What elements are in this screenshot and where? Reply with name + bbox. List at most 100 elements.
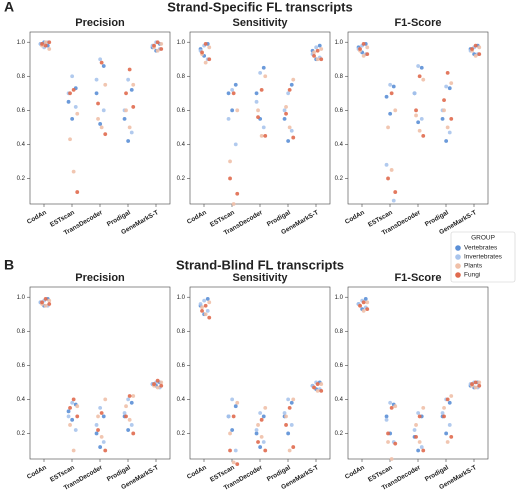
point <box>131 82 136 87</box>
point <box>291 135 296 140</box>
point <box>421 406 426 410</box>
point <box>440 116 445 121</box>
point <box>284 414 288 419</box>
point <box>389 457 394 461</box>
point <box>43 303 48 308</box>
point <box>96 428 100 432</box>
point <box>421 448 426 453</box>
point <box>419 445 424 449</box>
point <box>70 400 75 405</box>
point <box>258 70 263 75</box>
point <box>256 423 260 427</box>
y-tick-label: 0.8 <box>335 74 344 80</box>
point <box>447 400 452 405</box>
point <box>256 115 260 120</box>
point <box>155 385 160 390</box>
point <box>73 428 78 432</box>
plot-frame <box>347 286 489 460</box>
point <box>94 431 99 436</box>
point <box>386 440 390 444</box>
point <box>445 70 450 75</box>
legend-label: Invertebrates <box>464 254 503 261</box>
point <box>389 168 394 172</box>
point <box>445 397 450 402</box>
point <box>414 434 418 439</box>
point <box>445 125 450 130</box>
point <box>363 297 368 301</box>
point <box>393 190 398 194</box>
point <box>99 434 104 439</box>
point <box>99 125 104 130</box>
point <box>315 57 320 62</box>
point <box>473 380 478 385</box>
point <box>96 101 100 106</box>
legend-label: Plants <box>464 263 483 270</box>
point <box>68 91 72 96</box>
point <box>449 116 454 121</box>
point <box>98 122 103 126</box>
point <box>159 42 164 46</box>
point <box>312 50 316 55</box>
point <box>421 77 426 82</box>
point <box>286 91 291 96</box>
point <box>66 409 71 414</box>
point <box>43 43 48 48</box>
point <box>393 108 398 113</box>
point <box>470 47 474 51</box>
point <box>98 57 103 62</box>
y-tick-label: 0.2 <box>335 176 344 182</box>
legend-swatch <box>455 245 461 251</box>
point <box>449 394 454 398</box>
point <box>231 91 236 96</box>
point <box>254 99 259 104</box>
point <box>71 169 76 174</box>
point <box>319 57 324 62</box>
y-tick-label: 0.8 <box>335 329 344 335</box>
point <box>127 417 132 422</box>
point <box>263 406 268 410</box>
y-tick-label: 0.8 <box>177 74 186 80</box>
point <box>289 400 294 405</box>
point <box>198 302 203 306</box>
point <box>70 417 75 422</box>
point <box>98 406 103 410</box>
point <box>231 460 236 465</box>
y-tick-label: 0.4 <box>177 397 186 403</box>
point <box>207 300 212 305</box>
point <box>319 388 324 393</box>
point <box>207 57 212 62</box>
point <box>75 190 80 194</box>
plot-frame <box>189 286 331 460</box>
point <box>261 65 266 70</box>
y-tick-label: 0.8 <box>177 329 186 335</box>
point <box>442 108 446 113</box>
point <box>384 417 389 422</box>
point <box>131 394 136 398</box>
y-tick-label: 0.4 <box>177 142 186 148</box>
point <box>155 378 160 383</box>
point <box>129 88 134 92</box>
point <box>256 440 260 444</box>
point <box>442 406 446 410</box>
point <box>152 43 156 48</box>
point <box>96 116 100 121</box>
point <box>261 414 266 419</box>
panel-title: Sensitivity <box>232 272 288 284</box>
point <box>124 414 128 419</box>
point <box>393 441 398 446</box>
point <box>101 64 106 68</box>
point <box>203 303 208 308</box>
x-tick-label: CodAn <box>344 464 366 481</box>
point <box>254 431 259 436</box>
point <box>40 42 44 46</box>
point <box>291 397 296 402</box>
y-tick-label: 0.4 <box>17 397 26 403</box>
point <box>231 202 236 206</box>
point <box>412 91 417 96</box>
point <box>233 448 238 453</box>
y-tick-label: 0.8 <box>17 329 26 335</box>
point <box>228 159 232 164</box>
point <box>445 440 450 444</box>
point <box>122 411 127 415</box>
point <box>419 65 424 70</box>
